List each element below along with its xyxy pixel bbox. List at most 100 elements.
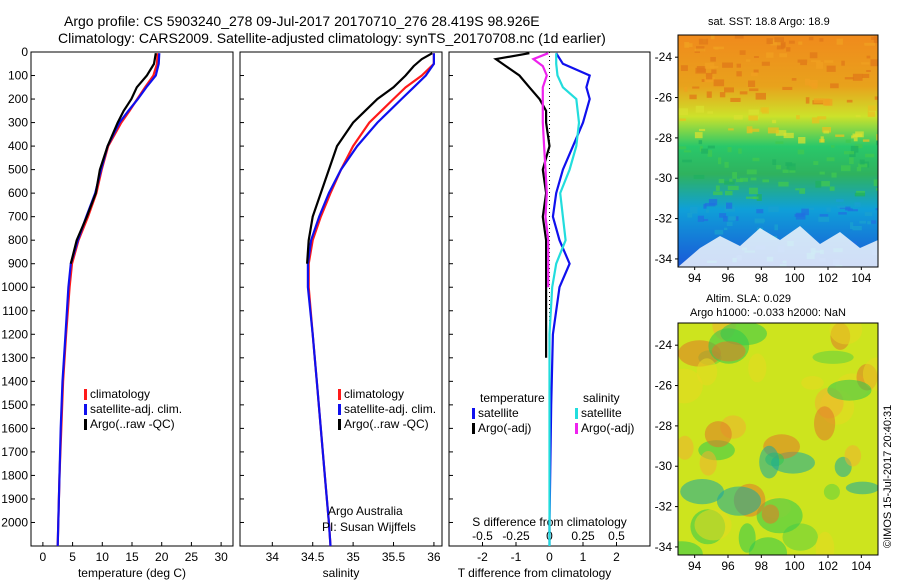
map-x-tick-label: 98 (755, 559, 769, 573)
legend-swatch (84, 419, 87, 430)
sla-anomaly-blob (704, 421, 732, 448)
sst-texture-cell (774, 37, 784, 43)
sst-texture-cell (776, 165, 782, 170)
sst-map: sat. SST: 18.8 Argo: 18.9 -24 -26 -28 -30 -3… (655, 16, 879, 285)
legend-title-salinity: salinity (583, 391, 620, 405)
title-line-1: Argo profile: CS 5903240_278 09-Jul-2017… (64, 13, 540, 29)
map-y-tick-label: -28 (655, 131, 673, 145)
sst-texture-cell (693, 174, 705, 179)
sst-texture-cell (749, 128, 760, 132)
map-x-tick-label: 94 (688, 271, 702, 285)
sst-texture-cell (824, 60, 834, 63)
sst-texture-cell (866, 55, 871, 59)
sla-anomaly-blob (699, 451, 717, 476)
sst-texture-cell (708, 199, 718, 206)
sst-texture-cell (761, 107, 769, 114)
x-axis-label: salinity (323, 566, 360, 580)
y-tick-label: 700 (8, 210, 28, 224)
x-tick-label: 35.5 (382, 550, 406, 564)
x-tick-label: 2 (613, 550, 620, 564)
legend-label: climatology (344, 387, 404, 401)
sst-texture-cell (870, 59, 878, 67)
sst-texture-cell (854, 192, 866, 197)
sst-texture-cell (777, 41, 786, 48)
sst-texture-cell (752, 157, 760, 162)
legend-swatch (575, 408, 578, 419)
sst-texture-cell (830, 83, 839, 89)
sla-anomaly-blob (844, 445, 862, 467)
sst-texture-cell (749, 88, 759, 92)
sst-texture-cell (875, 208, 878, 211)
sst-texture-cell (813, 161, 819, 165)
sst-texture-cell (800, 62, 807, 66)
map-y-tick-label: -34 (655, 252, 673, 266)
sla-anomaly-blob (680, 479, 724, 505)
map-y-tick-label: -30 (655, 459, 673, 473)
sst-texture-cell (746, 59, 751, 62)
sst-texture-cell (724, 161, 729, 168)
sst-texture-cell (748, 115, 758, 121)
series-line-climatology (56, 53, 159, 547)
sst-texture-cell (798, 41, 803, 45)
sst-texture-cell (838, 212, 847, 215)
sst-texture-cell (770, 39, 781, 46)
sst-texture-cell (845, 139, 851, 143)
sst-texture-cell (876, 187, 878, 191)
legend-title-temperature: temperature (480, 391, 545, 405)
y-tick-label: 1200 (1, 327, 28, 341)
map-y-tick-label: -34 (655, 540, 673, 554)
sst-texture-cell (689, 94, 697, 100)
sla-anomaly-blob (696, 358, 718, 386)
series-line-climatology (307, 53, 435, 547)
sst-texture-cell (782, 86, 793, 90)
s-tick-label: 0.25 (571, 529, 595, 543)
sst-texture-cell (697, 215, 704, 222)
sst-texture-cell (808, 36, 814, 41)
series-line-satellite-adj-clim- (306, 53, 435, 547)
series-line-argo-raw-qc- (306, 52, 433, 264)
sla-anomaly-blob (845, 481, 878, 495)
sst-texture-cell (819, 38, 824, 42)
map-y-tick-label: -26 (655, 91, 673, 105)
sst-texture-cell (711, 69, 717, 74)
sst-texture-cell (835, 134, 845, 137)
sst-texture-cell (819, 171, 825, 175)
y-tick-label: 1300 (1, 351, 28, 365)
sst-texture-cell (811, 83, 818, 89)
sst-texture-cell (864, 42, 876, 46)
sst-texture-cell (774, 224, 778, 231)
sst-texture-cell (690, 207, 698, 214)
sla-anomaly-blob (748, 353, 767, 383)
sst-missing-data (678, 226, 878, 267)
panel-frame (30, 51, 234, 547)
sst-texture-cell (826, 65, 836, 72)
legend-label: satellite-adj. clim. (90, 402, 182, 416)
map-x-tick-label: 96 (721, 559, 735, 573)
map-y-tick-label: -32 (655, 500, 673, 514)
sst-texture-cell (730, 97, 741, 102)
sst-texture-cell (782, 169, 789, 173)
y-tick-label: 1600 (1, 421, 28, 435)
sst-texture-cell (841, 60, 845, 66)
sst-texture-cell (755, 92, 766, 100)
sst-texture-cell (736, 178, 743, 183)
sst-texture-cell (694, 50, 700, 53)
sst-texture-cell (719, 92, 726, 98)
sst-texture-cell (856, 166, 862, 172)
s-tick-label: 0.5 (608, 529, 625, 543)
sst-texture-cell (762, 179, 769, 183)
legend-swatch (338, 389, 341, 400)
sst-texture-cell (722, 62, 733, 68)
sst-texture-cell (767, 127, 779, 134)
sst-texture-cell (850, 145, 859, 153)
sst-texture-cell (754, 56, 759, 58)
panel-frame (239, 51, 443, 547)
sst-texture-cell (678, 108, 688, 116)
sst-texture-cell (862, 73, 870, 78)
sst-texture-cell (854, 144, 863, 149)
sst-texture-cell (724, 206, 735, 212)
annotation-line-1: Argo Australia (328, 504, 403, 518)
sst-texture-cell (746, 126, 753, 134)
x-tick-label: 35 (346, 550, 360, 564)
legend-swatch (84, 404, 87, 415)
